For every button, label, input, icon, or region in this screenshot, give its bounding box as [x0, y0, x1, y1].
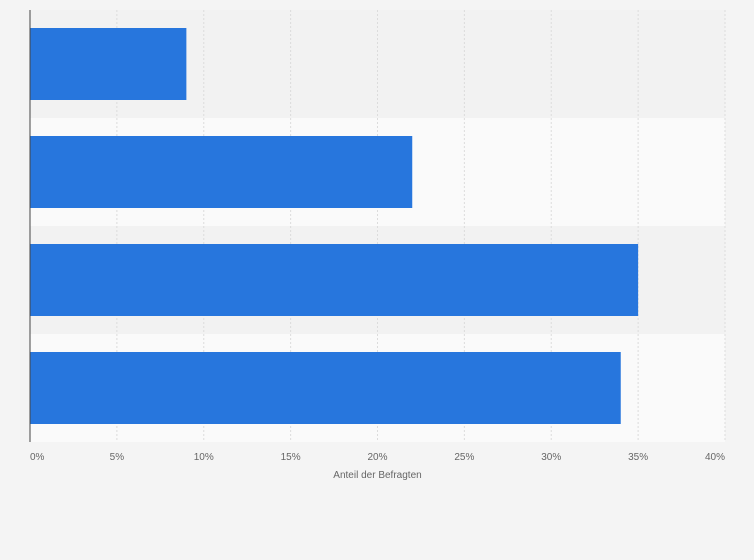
- bar: [30, 244, 639, 316]
- bar: [30, 136, 413, 208]
- x-tick-label: 40%: [705, 452, 725, 463]
- x-tick-label: 10%: [194, 452, 214, 463]
- x-tick-label: 35%: [628, 452, 648, 463]
- bar: [30, 352, 621, 424]
- x-tick-label: 30%: [541, 452, 561, 463]
- x-axis-ticks: 0% 5% 10% 15% 20% 25% 30% 35% 40%: [30, 452, 725, 463]
- bar: [30, 28, 187, 100]
- x-tick-label: 20%: [367, 452, 387, 463]
- x-tick-label: 5%: [110, 452, 125, 463]
- x-axis-title: Anteil der Befragten: [333, 470, 421, 481]
- x-tick-label: 0%: [30, 452, 45, 463]
- x-tick-label: 25%: [454, 452, 474, 463]
- x-tick-label: 15%: [281, 452, 301, 463]
- bars: [30, 28, 639, 424]
